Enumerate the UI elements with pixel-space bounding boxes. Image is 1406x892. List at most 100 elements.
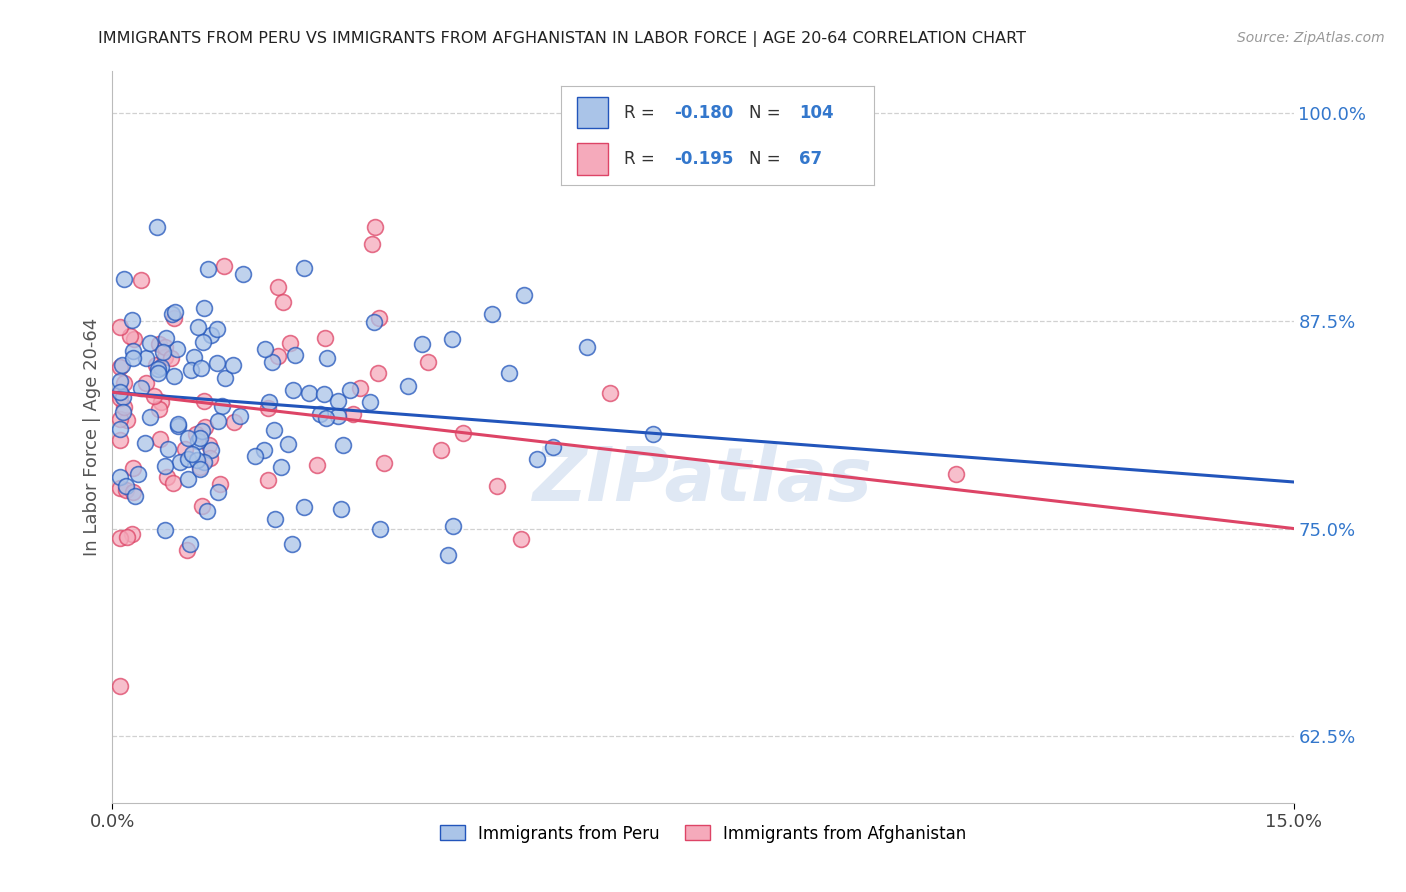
Point — [112, 271, 135, 285]
Point — [188, 431, 211, 445]
Point — [284, 348, 307, 362]
Point — [316, 351, 339, 366]
Point — [110, 433, 132, 447]
Point — [188, 460, 211, 475]
Point — [180, 447, 202, 461]
Point — [267, 280, 290, 294]
Point — [599, 386, 621, 401]
Point — [292, 500, 315, 514]
Point — [197, 261, 219, 276]
Point — [253, 442, 276, 457]
Point — [329, 501, 352, 516]
Point — [509, 532, 531, 546]
Point — [110, 387, 132, 401]
Point — [162, 475, 184, 490]
Point — [396, 379, 419, 393]
Point — [110, 531, 132, 545]
Point — [418, 354, 440, 368]
Y-axis label: In Labor Force | Age 20-64: In Labor Force | Age 20-64 — [83, 318, 101, 557]
Point — [481, 307, 503, 321]
Point — [110, 391, 132, 405]
Point — [270, 459, 292, 474]
Point — [122, 485, 145, 500]
Point — [271, 294, 294, 309]
Point — [110, 384, 132, 399]
Point — [441, 519, 464, 533]
Point — [257, 401, 280, 415]
Point — [176, 542, 198, 557]
Point — [110, 319, 132, 334]
Point — [143, 389, 166, 403]
Point — [124, 489, 146, 503]
Point — [576, 340, 599, 354]
Point — [209, 477, 232, 491]
Point — [121, 526, 143, 541]
Point — [441, 332, 464, 346]
Point — [166, 343, 188, 357]
Point — [187, 434, 209, 449]
Point — [526, 451, 548, 466]
Point — [110, 679, 132, 693]
Point — [177, 431, 200, 445]
Point — [195, 504, 218, 518]
Point — [193, 455, 215, 469]
Point — [191, 424, 214, 438]
Point — [207, 414, 229, 428]
Point — [149, 359, 172, 374]
Point — [257, 395, 280, 409]
Point — [139, 335, 162, 350]
Point — [135, 376, 157, 390]
Point — [115, 479, 138, 493]
Point — [177, 451, 200, 466]
Point — [361, 237, 384, 252]
Point — [135, 351, 157, 366]
Point — [332, 438, 354, 452]
Point — [155, 351, 177, 365]
Point — [167, 419, 190, 434]
Point — [212, 259, 235, 273]
Point — [179, 537, 201, 551]
Point — [364, 220, 387, 235]
Point — [294, 260, 316, 275]
Point — [148, 401, 170, 416]
Point — [277, 437, 299, 451]
Point — [112, 390, 135, 404]
Point — [349, 381, 371, 395]
Point — [110, 469, 132, 483]
Point — [339, 383, 361, 397]
Point — [146, 219, 169, 234]
Point — [156, 470, 179, 484]
Point — [134, 436, 156, 450]
Point — [194, 420, 217, 434]
Point — [110, 421, 132, 435]
Point — [122, 461, 145, 475]
Point — [167, 417, 190, 432]
Point — [157, 442, 180, 456]
Point — [326, 409, 349, 424]
Point — [183, 351, 205, 365]
Point — [368, 522, 391, 536]
Point — [359, 395, 381, 409]
Point — [373, 457, 395, 471]
Point — [328, 393, 350, 408]
Point — [173, 442, 195, 456]
Point — [148, 337, 170, 351]
Point — [115, 413, 138, 427]
Point — [163, 368, 186, 383]
Point — [278, 336, 301, 351]
Point — [153, 524, 176, 538]
Point — [451, 426, 474, 441]
Point — [155, 331, 177, 345]
Point — [112, 401, 135, 415]
Point — [263, 423, 285, 437]
Point — [205, 322, 228, 336]
Point — [110, 374, 132, 388]
Point — [200, 443, 222, 458]
Text: Source: ZipAtlas.com: Source: ZipAtlas.com — [1237, 31, 1385, 45]
Point — [152, 345, 174, 359]
Point — [945, 467, 967, 482]
Point — [177, 472, 200, 486]
Point — [191, 335, 214, 350]
Point — [368, 310, 391, 325]
Point — [121, 344, 143, 359]
